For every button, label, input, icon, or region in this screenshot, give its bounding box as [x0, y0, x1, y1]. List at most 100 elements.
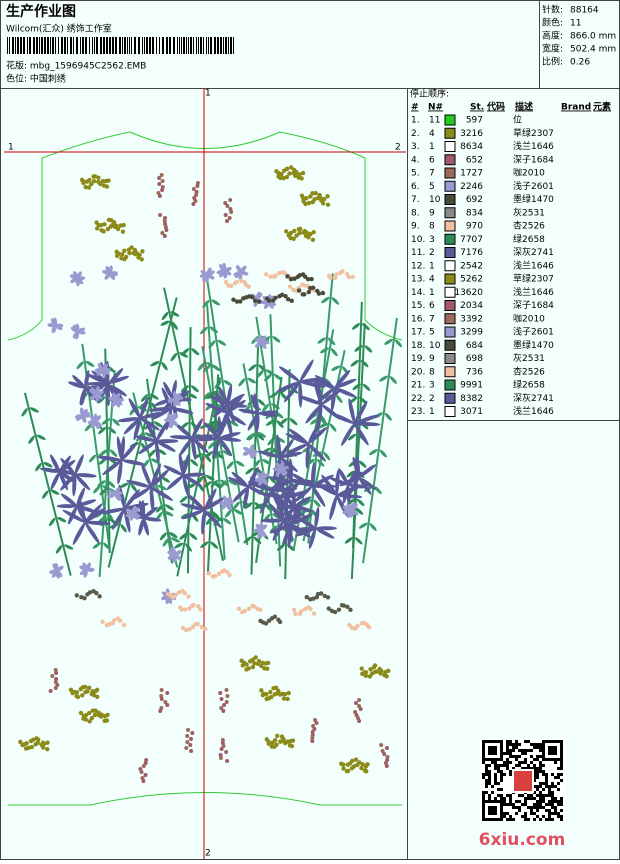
leaf — [226, 461, 234, 470]
bar — [152, 37, 154, 54]
color-swatch — [444, 260, 456, 272]
stitches: 3071 — [460, 407, 483, 417]
qr-cell — [533, 767, 536, 770]
leaf — [109, 449, 118, 457]
leaf — [179, 496, 188, 503]
dot — [191, 187, 196, 191]
petal — [86, 373, 108, 384]
petal — [72, 522, 86, 545]
qr-cell — [536, 785, 539, 788]
qr-cell — [506, 758, 509, 761]
stem — [201, 346, 240, 543]
dot — [127, 250, 132, 256]
dot — [162, 216, 167, 220]
petal — [272, 520, 284, 541]
petal — [299, 359, 314, 382]
qr-cell — [503, 761, 506, 764]
qr-cell — [551, 800, 554, 803]
dot — [45, 747, 50, 752]
petal — [260, 518, 284, 523]
petal — [174, 423, 193, 439]
dot — [53, 668, 58, 672]
bar — [159, 37, 160, 54]
qr-cell — [557, 782, 560, 785]
dot — [365, 762, 370, 767]
bar — [33, 37, 35, 54]
qr-cell — [539, 782, 542, 785]
petal — [76, 505, 88, 524]
qr-cell — [536, 773, 539, 776]
leaf — [389, 376, 397, 384]
qr-cell — [542, 815, 545, 818]
qr-cell — [494, 779, 497, 782]
qr-cell — [548, 800, 551, 803]
dot — [265, 666, 270, 671]
leaf — [248, 364, 257, 372]
petal — [76, 499, 97, 507]
qr-cell — [500, 797, 503, 800]
dot — [159, 694, 164, 698]
bar — [208, 37, 209, 54]
leaf — [247, 377, 257, 384]
qr-cell — [560, 809, 563, 812]
qr-cell — [485, 764, 488, 767]
dot — [225, 219, 230, 223]
dot — [54, 671, 59, 675]
dot — [302, 283, 307, 288]
dot — [104, 718, 110, 723]
leaf — [250, 531, 260, 538]
leaf — [272, 335, 281, 343]
qr-cell — [512, 803, 515, 806]
qr-cell — [494, 782, 497, 785]
needle: 5 — [429, 328, 435, 338]
title: 生产作业图 — [6, 3, 76, 20]
petal — [102, 460, 122, 476]
leaf — [191, 348, 200, 356]
bar — [230, 37, 232, 54]
petal — [283, 505, 296, 522]
petal — [112, 508, 125, 530]
petal — [258, 450, 281, 458]
qr-cell — [515, 800, 518, 803]
qr-cell — [557, 812, 560, 815]
leaf — [223, 380, 233, 387]
needle: 7 — [429, 169, 435, 179]
dot — [340, 269, 345, 274]
qr-cell — [539, 764, 542, 767]
dot — [288, 276, 294, 282]
dot — [380, 749, 385, 753]
row-index: 19. — [411, 354, 425, 364]
leaf — [369, 449, 378, 456]
qr-cell — [524, 800, 527, 803]
leaf — [174, 542, 184, 549]
row-index: 12. — [411, 261, 425, 271]
dot — [158, 213, 163, 217]
petal — [156, 439, 179, 444]
qr-cell — [521, 794, 524, 797]
qr-cell — [485, 779, 488, 782]
petal — [232, 486, 249, 503]
qr-cell — [506, 746, 509, 749]
leaf — [170, 537, 181, 543]
qr-cell — [527, 740, 530, 743]
row-index: 20. — [411, 367, 425, 377]
bar — [80, 37, 81, 54]
dot — [123, 254, 129, 260]
dot — [363, 670, 369, 675]
petal — [226, 384, 233, 405]
petal — [132, 513, 139, 520]
petal — [90, 387, 97, 395]
qr-cell — [548, 815, 551, 818]
leaf — [364, 345, 373, 353]
qr-cell — [509, 815, 512, 818]
row-index: 16. — [411, 314, 425, 324]
petal — [180, 503, 205, 511]
petal — [68, 381, 86, 389]
table-title: 停止顺序: — [410, 88, 449, 100]
leaf — [369, 523, 377, 531]
leaf — [219, 480, 227, 489]
stat-label: 宽度: — [542, 43, 563, 55]
petal — [126, 480, 152, 488]
qr-cell — [500, 788, 503, 791]
dot — [218, 753, 223, 757]
